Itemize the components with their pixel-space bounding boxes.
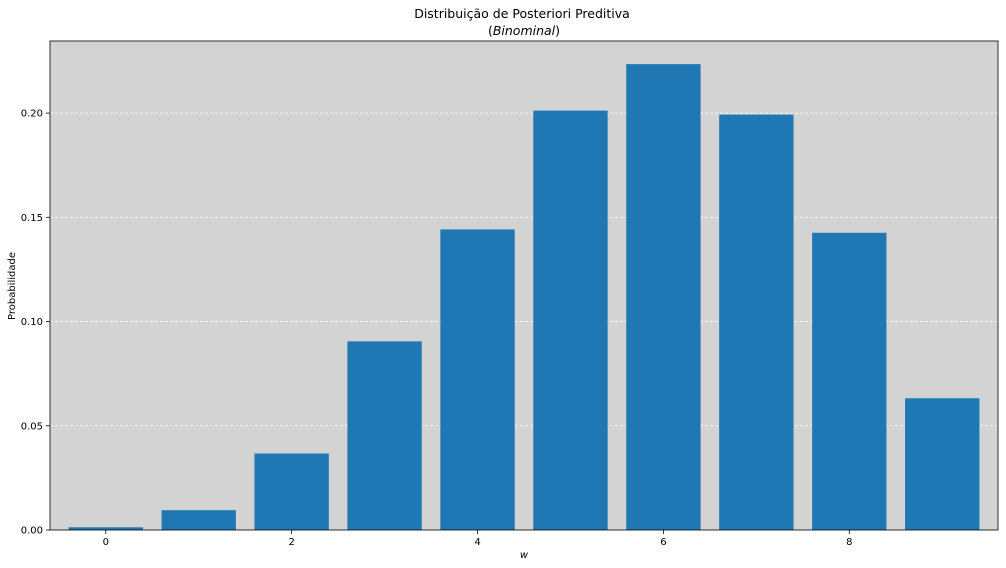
chart-subtitle-open: ( (488, 23, 493, 38)
axes (49, 40, 999, 531)
bar-5 (533, 110, 608, 530)
bar-0 (68, 527, 143, 530)
chart-title: Distribuição de Posteriori Preditiva (414, 6, 630, 21)
y-axis-ticks: 0.00 0.05 0.10 0.15 0.20 (21, 109, 50, 537)
x-tick-label: 2 (288, 537, 294, 548)
bar-9 (905, 398, 980, 530)
x-tick-label: 6 (660, 537, 666, 548)
chart-subtitle-close: ) (555, 23, 560, 38)
y-tick-label: 0.15 (21, 213, 43, 224)
bar-4 (440, 229, 515, 530)
chart-subtitle: (Binominal) (488, 23, 560, 38)
y-tick-label: 0.05 (21, 421, 43, 432)
bar-3 (347, 341, 422, 530)
bar-2 (254, 453, 329, 530)
x-axis-label: w (520, 550, 529, 561)
x-tick-label: 0 (103, 537, 109, 548)
bar-8 (812, 232, 887, 530)
axes-frame (49, 40, 999, 531)
x-axis-ticks: 0 2 4 6 8 (103, 530, 852, 548)
chart-subtitle-italic: Binominal (493, 23, 556, 38)
y-axis-label: Probabilidade (7, 252, 18, 320)
y-tick-label: 0.20 (21, 109, 43, 120)
x-tick-label: 8 (846, 537, 852, 548)
y-tick-label: 0.00 (21, 526, 43, 537)
y-tick-label: 0.10 (21, 317, 43, 328)
x-tick-label: 4 (474, 537, 480, 548)
bars (68, 64, 980, 530)
bar-7 (719, 114, 794, 530)
bar-1 (161, 510, 236, 530)
bar-6 (626, 64, 701, 530)
